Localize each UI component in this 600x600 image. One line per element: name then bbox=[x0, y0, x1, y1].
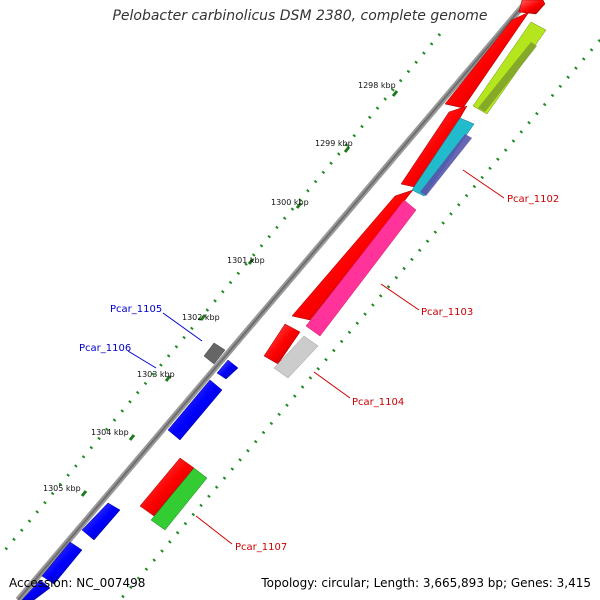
kbp-label-1302: 1302 kbp bbox=[182, 313, 220, 322]
gene-cds-lightgray[interactable] bbox=[273, 335, 319, 379]
gene-cds-reverse-pcar1106[interactable] bbox=[216, 359, 239, 380]
gene-cds-reverse-3[interactable] bbox=[41, 541, 83, 585]
gene-cds-forward-top[interactable] bbox=[518, 0, 546, 15]
kbp-label-1301: 1301 kbp bbox=[227, 256, 265, 265]
gene-cds-lime[interactable] bbox=[472, 21, 547, 115]
gene-cds-pink[interactable] bbox=[305, 199, 417, 337]
gene-label-pcar1104[interactable]: Pcar_1104 bbox=[352, 397, 404, 408]
gene-cds-gray-pcar1105[interactable] bbox=[203, 342, 226, 365]
gene-label-pcar1105[interactable]: Pcar_1105 bbox=[110, 304, 162, 315]
genome-backbone-core bbox=[17, 0, 529, 600]
gene-cds-purple[interactable] bbox=[420, 134, 472, 196]
leader-pcar1106 bbox=[127, 350, 157, 369]
kbp-label-1300: 1300 kbp bbox=[271, 198, 309, 207]
leader-pcar1104 bbox=[313, 371, 351, 399]
gene-label-pcar1103[interactable]: Pcar_1103 bbox=[421, 307, 473, 318]
gene-label-pcar1102[interactable]: Pcar_1102 bbox=[507, 194, 559, 205]
kbp-label-1299: 1299 kbp bbox=[315, 139, 353, 148]
gene-cds-olive[interactable] bbox=[478, 42, 537, 112]
kbp-label-1298: 1298 kbp bbox=[358, 81, 396, 90]
leader-pcar1105 bbox=[162, 312, 203, 342]
gene-label-pcar1107[interactable]: Pcar_1107 bbox=[235, 542, 287, 553]
gene-cds-reverse-4[interactable] bbox=[21, 579, 51, 600]
kbp-major-ticks bbox=[80, 90, 399, 497]
topology-summary: Topology: circular; Length: 3,665,893 bp… bbox=[261, 576, 591, 590]
accession-text: Accession: NC_007498 bbox=[9, 576, 146, 590]
kbp-label-1303: 1303 kbp bbox=[137, 370, 175, 379]
leader-pcar1102 bbox=[462, 169, 505, 199]
leader-pcar1107 bbox=[195, 515, 233, 545]
leader-pcar1103 bbox=[380, 283, 420, 311]
gene-cds-forward-pcar1103[interactable] bbox=[291, 189, 414, 321]
kbp-ruler-outer bbox=[0, 33, 442, 557]
map-title: Pelobacter carbinolicus DSM 2380, comple… bbox=[112, 8, 488, 24]
kbp-label-1305: 1305 kbp bbox=[43, 484, 81, 493]
gene-cds-green[interactable] bbox=[150, 467, 208, 531]
gene-cds-cyan[interactable] bbox=[411, 117, 475, 197]
gene-cds-reverse-2[interactable] bbox=[81, 502, 121, 541]
gene-label-pcar1106[interactable]: Pcar_1106 bbox=[79, 343, 131, 354]
kbp-label-1304: 1304 kbp bbox=[91, 428, 129, 437]
gene-cds-reverse-1[interactable] bbox=[167, 379, 223, 441]
